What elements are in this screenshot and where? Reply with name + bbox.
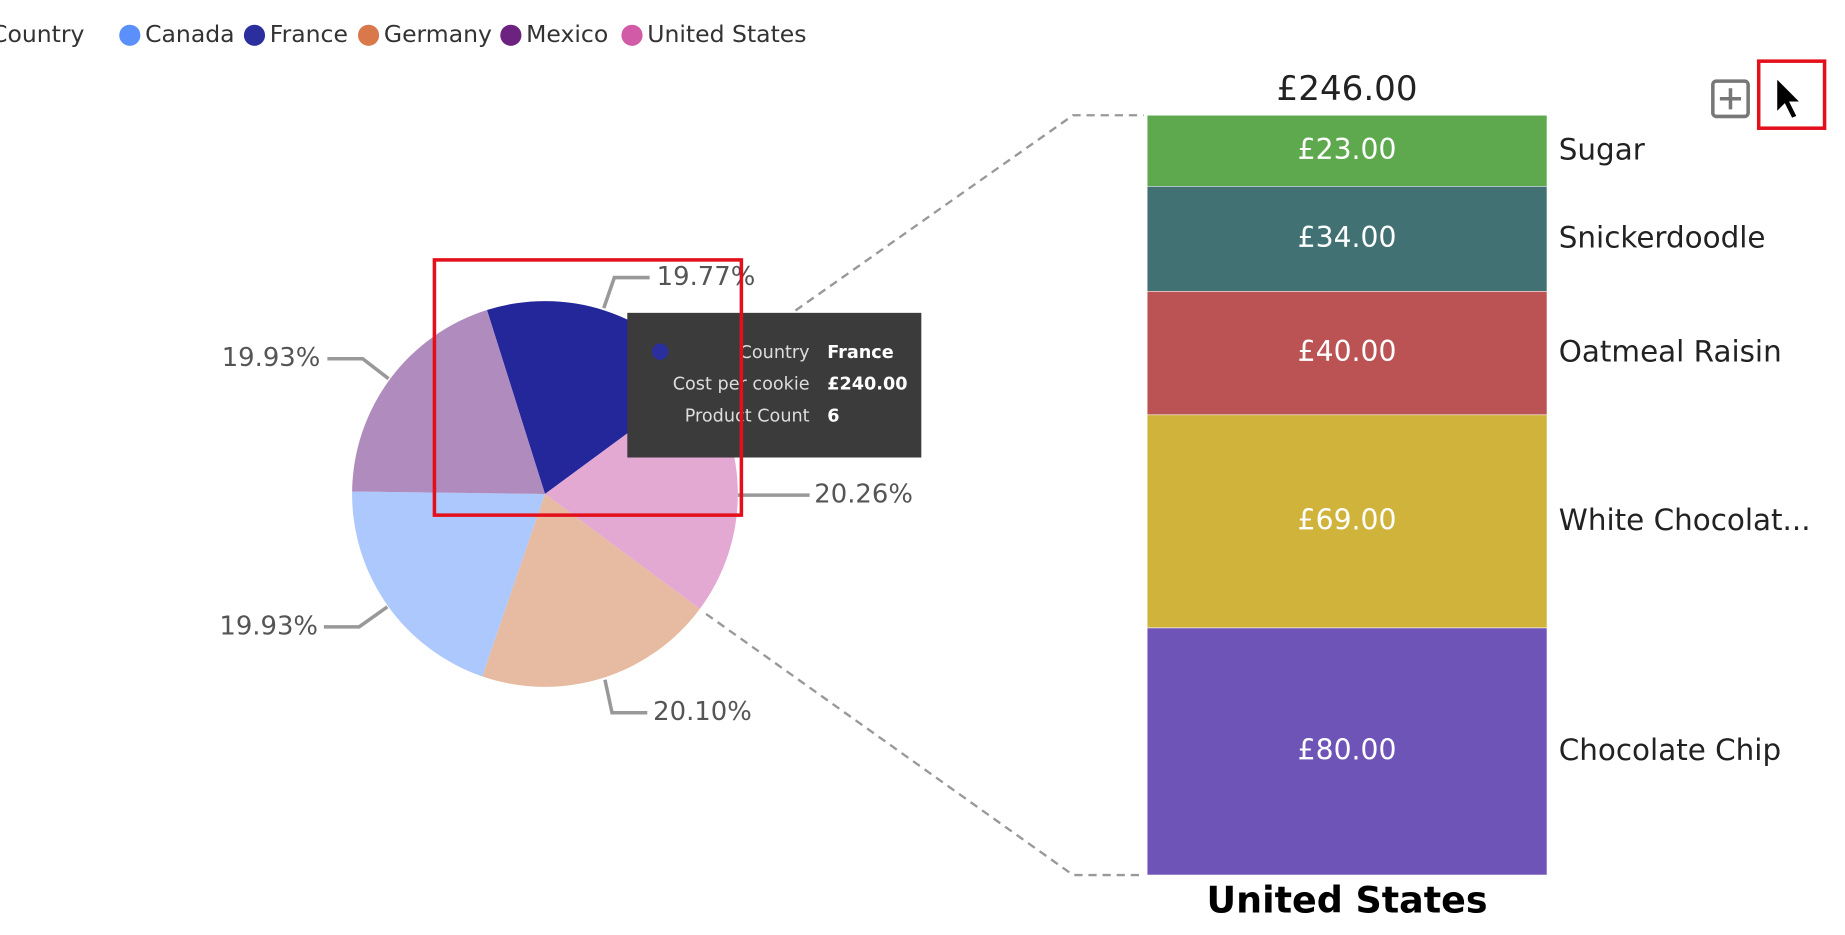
pie-slice[interactable] [482,493,700,687]
legend-label[interactable]: Germany [384,20,492,48]
bar-data-label: £80.00 [1298,733,1397,766]
focus-icon-frame[interactable] [1711,79,1750,119]
tooltip-swatch [651,343,669,360]
cursor [1775,75,1804,120]
bar-data-label: £40.00 [1298,335,1397,368]
connector-line [705,612,1144,877]
bar-category-label: Oatmeal Raisin [1559,335,1782,369]
pie-data-label: 20.26% [814,480,913,510]
bar-total-label: £246.00 [1277,69,1418,109]
legend-swatch[interactable] [357,24,380,46]
bar-segment[interactable] [1146,627,1548,876]
bar-data-label: £69.00 [1298,503,1397,536]
highlight-box [1756,59,1827,130]
focus-icon[interactable] [1711,79,1750,119]
connector-line [794,114,1144,312]
pie-slice[interactable] [352,310,545,494]
pie-slice[interactable] [352,491,545,677]
bar-data-label: £34.00 [1298,221,1397,254]
leader-line [602,275,650,309]
legend-swatch[interactable] [621,24,643,46]
legend-swatch[interactable] [119,24,141,46]
leader-line [323,605,389,629]
legend-label[interactable]: Mexico [526,20,608,48]
pie-data-label: 20.10% [653,697,752,727]
tooltip-key: Country [740,343,810,363]
bar-data-label: £23.00 [1298,133,1397,166]
leader-line [327,356,390,381]
focus-icon-plus[interactable] [1719,88,1742,110]
bar-segment[interactable] [1146,291,1548,416]
bar-chart: £23.00 Sugar £34.00 Snickerdoodle £40.00 Oatm… [1146,69,1811,922]
tooltip-box [627,312,922,458]
legend-label[interactable]: Canada [145,20,234,48]
bar-category-label: White Chocolat... [1559,503,1811,537]
legend-label[interactable]: United States [647,20,806,48]
legend-label[interactable]: France [270,20,348,48]
pie-data-label: 19.93% [222,343,321,373]
bar-category-label: Sugar [1559,132,1646,166]
bar-segment[interactable] [1146,185,1548,292]
bar-category-label: Snickerdoodle [1559,220,1766,254]
x-axis-label: United States [1207,879,1488,922]
tooltip-value: 6 [827,406,839,426]
tooltip-value: £240.00 [827,375,907,395]
leader-line [603,679,648,715]
highlight-box [432,258,744,517]
bar-segment[interactable] [1146,414,1548,629]
pie-data-label: 19.77% [657,262,756,292]
legend-swatch[interactable] [243,24,266,46]
connectors [705,114,1144,877]
legend-swatch[interactable] [500,24,522,46]
legend[interactable]: Country Canada France Germany Mexico United S… [0,20,807,48]
pie-data-label: 19.93% [219,611,318,641]
tooltip-key: Product Count [685,406,810,426]
legend-title: Country [0,20,85,48]
bar-category-label: Chocolate Chip [1559,733,1781,767]
tooltip-value: France [827,343,893,363]
bar-segment[interactable] [1146,114,1548,187]
